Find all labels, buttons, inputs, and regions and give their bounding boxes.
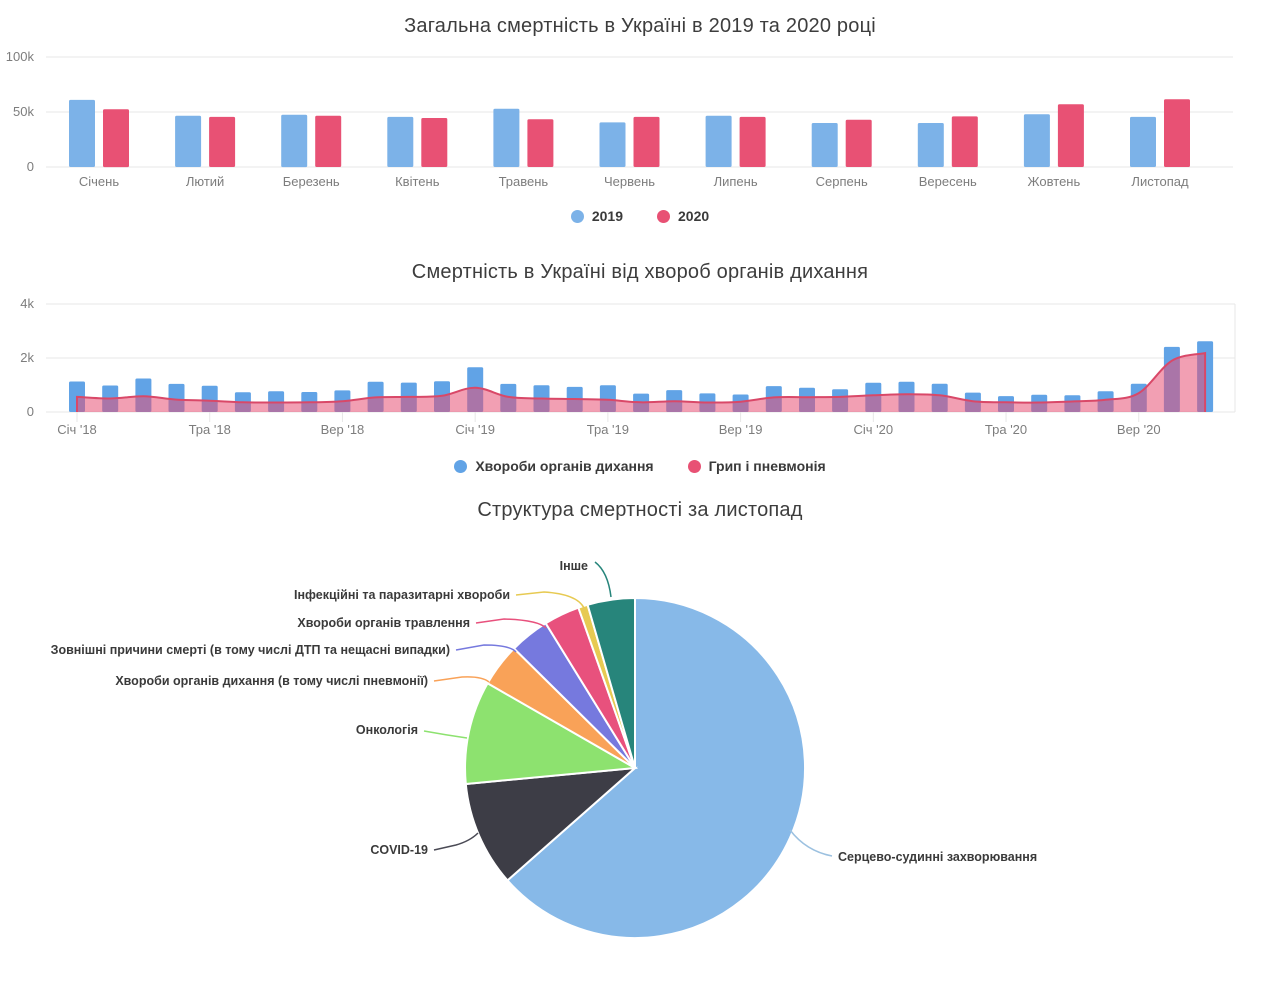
x-category-label: Травень [499, 174, 549, 189]
chart2-title: Смертність в Україні від хвороб органів … [411, 261, 869, 283]
legend-item-flu-pneumonia[interactable]: Грип і пневмонія [687, 458, 826, 474]
bar-2020-2[interactable] [315, 115, 342, 167]
chart-block-total-mortality: Загальна смертність в Україні в 2019 та … [0, 0, 1280, 224]
chart3-title: Структура смертності за листопад [477, 499, 803, 521]
x-tick-label: Січ '18 [57, 422, 97, 437]
pie-label-other: Інше [560, 559, 588, 573]
leader-line-oncology [423, 730, 468, 739]
pie-label-cardio: Серцево-судинні захворювання [838, 850, 1037, 864]
legend-label-2020: 2020 [678, 208, 710, 224]
leader-line-respiratory [433, 676, 490, 683]
pie-label-infectious: Інфекційні та паразитарні хвороби [294, 588, 510, 602]
bar-2020-0[interactable] [103, 109, 129, 168]
chart1-title: Загальна смертність в Україні в 2019 та … [404, 15, 876, 37]
leader-line-infectious [515, 591, 585, 609]
x-category-label: Червень [604, 174, 655, 189]
y-tick-label: 4k [20, 296, 34, 311]
bar-2020-4[interactable] [527, 119, 554, 167]
y-tick-label: 100k [6, 49, 35, 64]
chart3-pie: Серцево-судинні захворювання COVID-19 Онко… [51, 559, 1037, 939]
leader-line-covid19 [433, 832, 479, 851]
chart1-plot: 0 50k 100k Січень Лютий Березень Квітень Травен… [6, 49, 1233, 189]
leader-line-other [594, 561, 612, 598]
chart2-plot: 0 2k 4k Січ '18 Тра '18 Вер '18 Січ '19 Тра '19… [20, 296, 1236, 437]
bar-2019-5[interactable] [599, 122, 626, 167]
x-category-label: Січень [79, 174, 119, 189]
x-tick-label: Тра '19 [587, 422, 629, 437]
pie-label-covid19: COVID-19 [370, 843, 428, 857]
y-tick-label: 0 [27, 159, 34, 174]
area-line-flu-pneumonia [76, 351, 1207, 412]
pie-label-respiratory: Хвороби органів дихання (в тому числі пн… [115, 674, 428, 688]
bar-2019-2[interactable] [281, 114, 308, 168]
x-category-label: Квітень [395, 174, 440, 189]
legend-dot-2019 [570, 209, 584, 223]
legend-dot-flu-pneumonia [687, 459, 701, 473]
chart-block-respiratory-mortality: Смертність в Україні від хвороб органів … [0, 258, 1280, 474]
leader-line-digestive [475, 618, 547, 629]
x-tick-label: Січ '19 [455, 422, 495, 437]
pie-label-external: Зовнішні причини смерті (в тому числі ДТ… [51, 643, 450, 657]
bar-2020-6[interactable] [739, 116, 766, 167]
bar-2020-3[interactable] [421, 118, 448, 167]
bar-2020-10[interactable] [1164, 99, 1190, 167]
bar-2019-8[interactable] [917, 123, 944, 167]
x-tick-label: Тра '20 [985, 422, 1027, 437]
mortality-dashboard: Загальна смертність в Україні в 2019 та … [0, 0, 1280, 964]
legend-item-2019[interactable]: 2019 [570, 208, 623, 224]
pie-slice-other[interactable] [586, 596, 636, 769]
x-tick-label: Січ '20 [854, 422, 894, 437]
pie-label-digestive: Хвороби органів травлення [297, 616, 470, 630]
pie-slice-oncology[interactable] [464, 681, 639, 786]
bar-2019-1[interactable] [175, 115, 202, 167]
x-tick-label: Вер '18 [321, 422, 365, 437]
bar-2020-1[interactable] [209, 116, 236, 167]
leader-line-cardio [789, 829, 833, 857]
x-category-label: Вересень [919, 174, 977, 189]
x-category-label: Жовтень [1028, 174, 1081, 189]
x-tick-label: Вер '19 [719, 422, 763, 437]
legend-label-respiratory: Хвороби органів дихання [475, 458, 654, 474]
x-tick-label: Тра '18 [189, 422, 231, 437]
x-category-label: Липень [714, 174, 758, 189]
leader-line-external [455, 644, 517, 653]
x-category-label: Листопад [1131, 174, 1189, 189]
x-category-label: Серпень [816, 174, 868, 189]
bar-2019-0[interactable] [69, 99, 95, 167]
chart1-legend: 2019 2020 [0, 208, 1280, 224]
bar-2019-10[interactable] [1130, 116, 1156, 167]
bar-2019-3[interactable] [387, 116, 414, 167]
pie-slice-cardio[interactable] [506, 596, 807, 939]
chart-block-mortality-structure: Структура смертності за листопад Серцево… [0, 496, 1280, 964]
y-tick-label: 2k [20, 350, 34, 365]
legend-dot-2020 [657, 209, 670, 223]
bar-2019-6[interactable] [705, 115, 732, 167]
legend-item-2020[interactable]: 2020 [657, 208, 709, 224]
legend-item-respiratory[interactable]: Хвороби органів дихання [454, 458, 654, 474]
legend-label-2019: 2019 [591, 208, 623, 224]
bar-2019-9[interactable] [1023, 114, 1050, 167]
x-category-label: Березень [283, 174, 340, 189]
bar-2020-8[interactable] [951, 116, 978, 167]
y-tick-label: 0 [27, 404, 34, 419]
pie-slice-covid19[interactable] [464, 766, 638, 882]
y-tick-label: 50k [13, 104, 34, 119]
bar-2019-4[interactable] [493, 108, 520, 167]
bar-2019-7[interactable] [811, 123, 838, 167]
x-tick-label: Вер '20 [1117, 422, 1161, 437]
legend-dot-respiratory [454, 459, 468, 473]
bar-2020-5[interactable] [633, 116, 660, 167]
x-category-label: Лютий [186, 174, 224, 189]
area-flu-pneumonia[interactable] [77, 353, 1206, 412]
bar-2020-9[interactable] [1057, 104, 1084, 167]
chart2-legend: Хвороби органів дихання Грип і пневмонія [0, 458, 1280, 474]
legend-label-flu-pneumonia: Грип і пневмонія [708, 458, 826, 474]
bar-2020-7[interactable] [845, 119, 872, 167]
pie-label-oncology: Онкологія [356, 723, 418, 737]
